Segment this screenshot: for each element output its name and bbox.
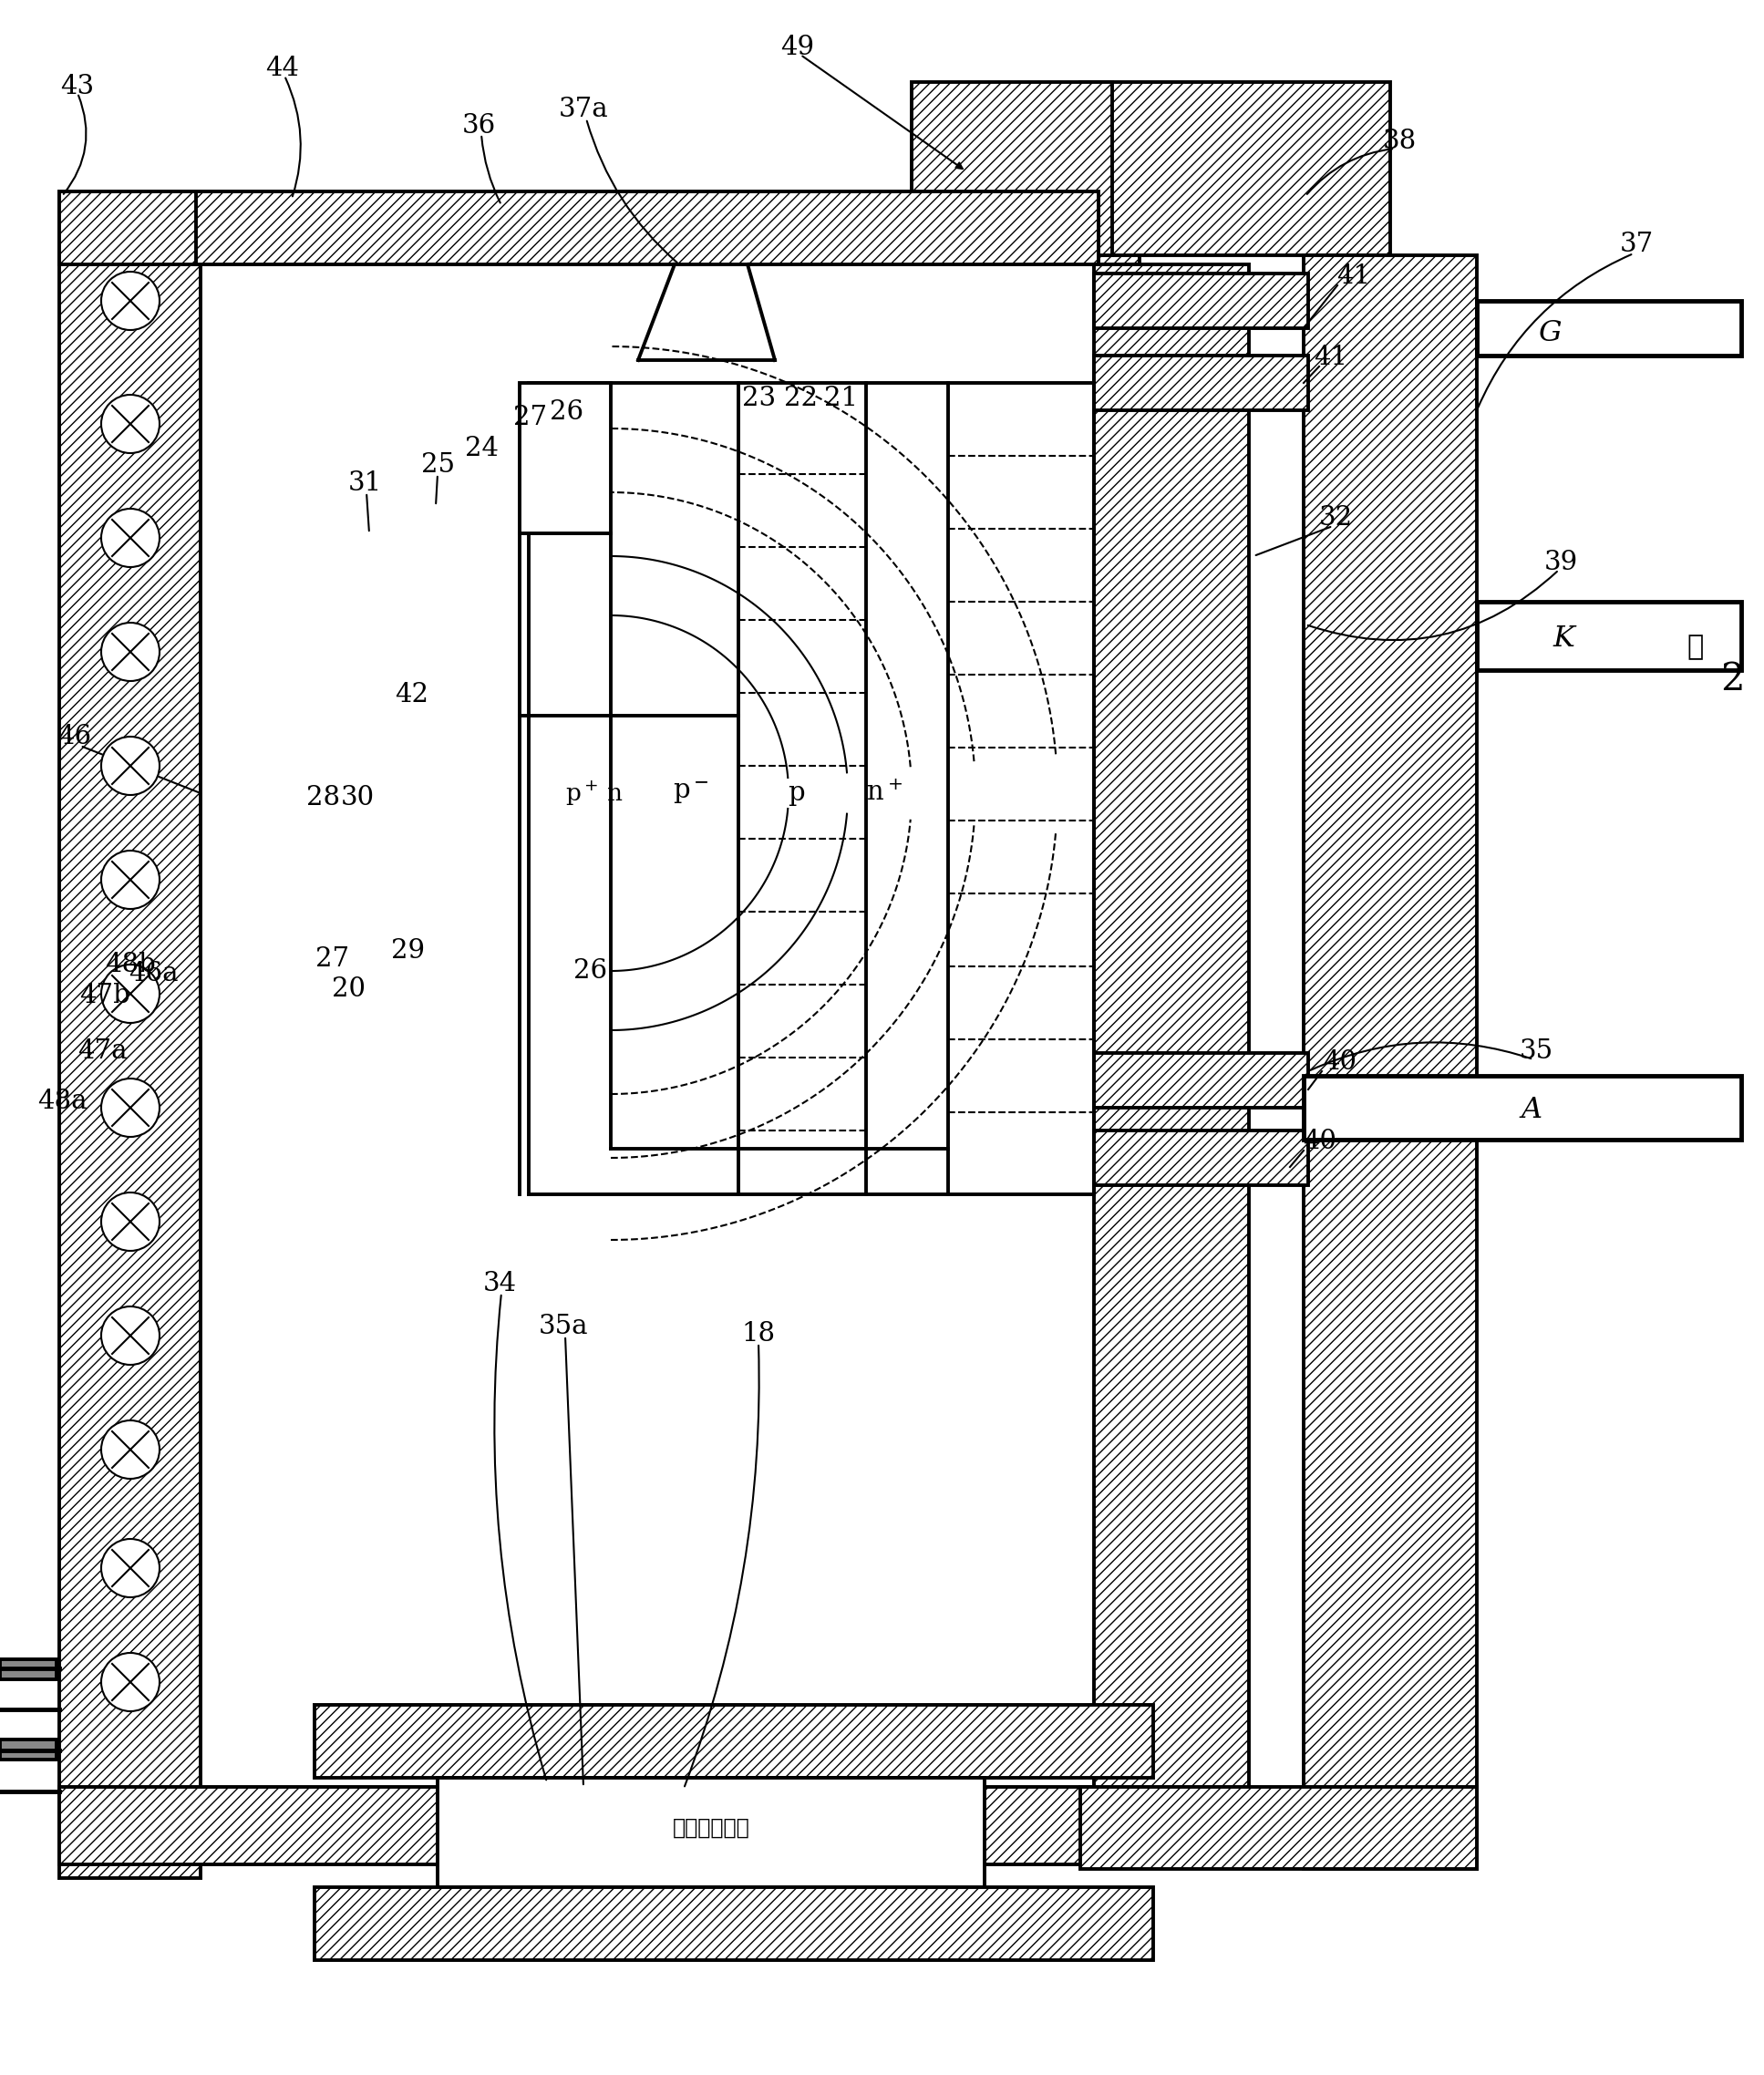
Text: n: n <box>607 782 623 805</box>
Text: 29: 29 <box>392 938 425 963</box>
Text: 38: 38 <box>1383 129 1416 154</box>
Text: 磁気駆動回路: 磁気駆動回路 <box>672 1818 750 1838</box>
Circle shape <box>101 1540 159 1598</box>
Text: 36: 36 <box>462 112 496 139</box>
Text: 30: 30 <box>340 784 374 811</box>
Text: 42: 42 <box>395 683 429 708</box>
Text: 22: 22 <box>783 386 817 411</box>
Bar <box>314 1706 1154 1778</box>
Text: 21: 21 <box>824 386 859 411</box>
Text: 47a: 47a <box>78 1038 127 1064</box>
Text: p$^+$: p$^+$ <box>564 778 598 807</box>
Text: 図: 図 <box>1688 633 1704 662</box>
Text: 46a: 46a <box>129 961 178 986</box>
Text: 40: 40 <box>1304 1129 1337 1154</box>
Text: 18: 18 <box>741 1322 776 1347</box>
Bar <box>437 1778 984 1886</box>
Circle shape <box>101 1654 159 1712</box>
Text: 23: 23 <box>743 386 776 411</box>
Text: 31: 31 <box>348 471 381 496</box>
Text: 26: 26 <box>550 398 584 425</box>
Bar <box>60 191 201 1878</box>
Bar <box>1476 602 1741 670</box>
Text: 41: 41 <box>1314 344 1348 369</box>
Circle shape <box>101 394 159 452</box>
Text: p: p <box>787 780 804 805</box>
Bar <box>314 1886 1154 1961</box>
Text: 37a: 37a <box>559 98 609 122</box>
Bar <box>0 1739 56 1760</box>
Bar <box>520 384 610 533</box>
Text: 20: 20 <box>332 977 365 1002</box>
Text: 49: 49 <box>781 35 815 60</box>
Bar <box>196 191 1099 264</box>
Text: 32: 32 <box>1319 504 1353 531</box>
Bar <box>1304 255 1476 1870</box>
Bar <box>0 1660 56 1679</box>
Text: 39: 39 <box>1544 550 1577 575</box>
Circle shape <box>101 851 159 909</box>
Text: K: K <box>1552 625 1573 652</box>
Circle shape <box>101 622 159 681</box>
Text: 41: 41 <box>1337 264 1371 288</box>
Bar <box>1094 1052 1309 1108</box>
Bar <box>1094 264 1249 1859</box>
Text: 26: 26 <box>573 959 607 984</box>
Bar <box>1094 355 1309 411</box>
Bar <box>1094 274 1309 328</box>
Text: p$^-$: p$^-$ <box>672 780 709 807</box>
Text: 47b: 47b <box>79 984 131 1008</box>
Circle shape <box>101 965 159 1023</box>
Text: A: A <box>1521 1096 1542 1125</box>
Bar <box>1080 83 1390 255</box>
Text: 2: 2 <box>1720 660 1745 699</box>
Text: 48a: 48a <box>37 1089 86 1114</box>
Text: 28: 28 <box>307 784 340 811</box>
Circle shape <box>101 1193 159 1251</box>
Text: 27: 27 <box>513 405 547 430</box>
Bar <box>1476 301 1741 355</box>
Text: 44: 44 <box>266 56 300 81</box>
Text: 27: 27 <box>316 946 349 971</box>
Bar <box>60 191 1140 264</box>
Text: 35: 35 <box>1519 1038 1552 1064</box>
Bar <box>1080 1787 1476 1870</box>
Circle shape <box>101 1307 159 1365</box>
Text: 37: 37 <box>1619 232 1653 257</box>
Circle shape <box>101 508 159 566</box>
Text: n$^+$: n$^+$ <box>866 780 903 805</box>
Text: 40: 40 <box>1323 1050 1357 1075</box>
Circle shape <box>101 272 159 330</box>
Bar <box>520 384 610 533</box>
Text: 48b: 48b <box>104 952 155 977</box>
Bar <box>60 1787 1140 1865</box>
Text: 25: 25 <box>422 452 455 477</box>
Text: 46: 46 <box>58 724 92 749</box>
Bar <box>1304 1075 1741 1139</box>
Text: G: G <box>1538 320 1561 347</box>
Text: 24: 24 <box>464 436 497 461</box>
Circle shape <box>101 1079 159 1137</box>
Text: 34: 34 <box>483 1270 517 1297</box>
Text: 35a: 35a <box>538 1313 587 1338</box>
Circle shape <box>101 1421 159 1479</box>
Text: 43: 43 <box>60 75 95 100</box>
Circle shape <box>101 737 159 795</box>
Bar <box>912 83 1111 255</box>
Bar <box>1094 1131 1309 1185</box>
